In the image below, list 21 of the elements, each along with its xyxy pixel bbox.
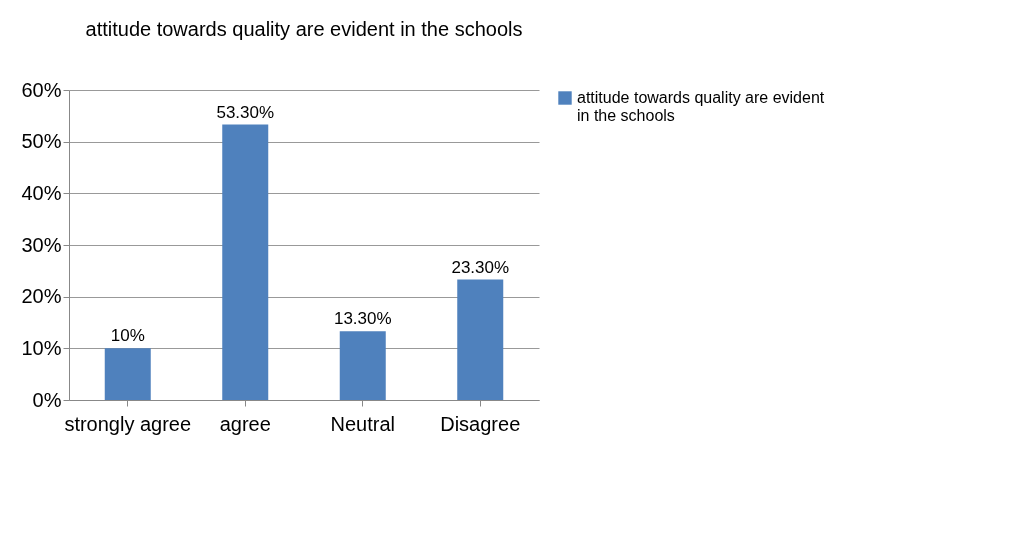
legend-label: attitude towards quality are evident in the schools <box>577 89 825 124</box>
x-tick-label: strongly agree <box>64 412 192 435</box>
data-label: 23.30% <box>451 257 510 277</box>
bar <box>222 124 269 400</box>
bar <box>339 331 386 400</box>
y-tick-label: 0% <box>32 388 62 411</box>
bar <box>457 279 504 400</box>
bar <box>104 348 151 400</box>
x-tick-label: Disagree <box>440 412 521 435</box>
y-tick-label: 50% <box>21 130 62 153</box>
chart-title: attitude towards quality are evident in the schools <box>85 18 523 40</box>
y-tick-label: 20% <box>21 285 62 308</box>
data-label: 13.30% <box>333 309 392 329</box>
x-tick-label: Neutral <box>330 412 395 435</box>
data-label: 10% <box>110 326 145 346</box>
y-tick-label: 10% <box>21 336 62 359</box>
data-label: 53.30% <box>216 102 275 122</box>
x-tick-label: agree <box>219 412 271 435</box>
y-tick-label: 60% <box>21 78 62 101</box>
y-tick-label: 30% <box>21 233 62 256</box>
y-tick-label: 40% <box>21 181 62 204</box>
